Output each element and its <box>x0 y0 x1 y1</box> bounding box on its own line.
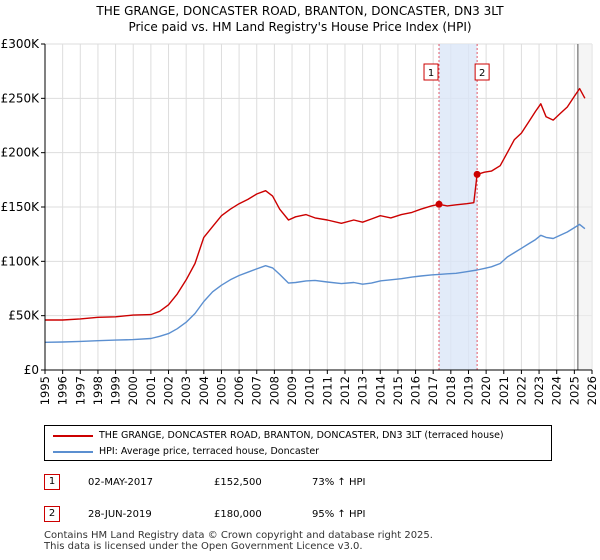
x-tick-label-1996: 1996 <box>56 376 70 405</box>
x-tick-label-2012: 2012 <box>338 376 352 405</box>
x-tick-label-2009: 2009 <box>285 376 299 405</box>
transaction-badge-2: 2 <box>44 506 60 522</box>
x-tick-label-1999: 1999 <box>109 376 123 405</box>
x-tick-label-2008: 2008 <box>267 376 281 405</box>
transaction-price-1: £152,500 <box>214 477 262 488</box>
x-tick-label-2013: 2013 <box>356 376 370 405</box>
x-tick-label-2010: 2010 <box>303 376 317 405</box>
x-tick-label-2003: 2003 <box>179 376 193 405</box>
x-tick-label-2022: 2022 <box>514 376 528 405</box>
legend-label-hpi: HPI: Average price, terraced house, Donc… <box>99 446 320 457</box>
y-tick-label-2: £100K <box>1 254 41 268</box>
x-tick-label-2015: 2015 <box>391 376 405 405</box>
footer-line-2: This data is licensed under the Open Gov… <box>44 541 363 552</box>
chart-badge-label-1: 1 <box>428 68 434 79</box>
transaction-marker-2 <box>473 170 481 178</box>
footer: Contains HM Land Registry data © Crown c… <box>44 530 433 552</box>
x-tick-label-1995: 1995 <box>38 376 52 405</box>
x-tick-label-2024: 2024 <box>550 376 564 405</box>
x-tick-label-2020: 2020 <box>479 376 493 405</box>
x-tick-label-2017: 2017 <box>426 376 440 405</box>
transaction-shade <box>439 44 478 370</box>
legend-label-property: THE GRANGE, DONCASTER ROAD, BRANTON, DON… <box>99 430 504 441</box>
x-tick-label-2016: 2016 <box>409 376 423 405</box>
transaction-marker-1 <box>435 200 443 208</box>
x-tick-label-2021: 2021 <box>497 376 511 405</box>
x-tick-label-2004: 2004 <box>197 376 211 405</box>
series-line-property <box>45 87 586 321</box>
x-tick-label-2007: 2007 <box>250 376 264 405</box>
x-tick-label-2026: 2026 <box>585 376 599 405</box>
legend-item-property: THE GRANGE, DONCASTER ROAD, BRANTON, DON… <box>53 429 504 443</box>
x-tick-label-2000: 2000 <box>126 376 140 405</box>
y-tick-label-1: £50K <box>8 309 40 323</box>
y-tick-label-5: £250K <box>1 91 41 105</box>
title-line-2: Price paid vs. HM Land Registry's House … <box>128 20 472 34</box>
transaction-date-1: 02-MAY-2017 <box>88 477 154 488</box>
legend-item-hpi: HPI: Average price, terraced house, Donc… <box>53 445 319 459</box>
x-tick-label-2025: 2025 <box>567 376 581 405</box>
transaction-row-1: 1 02-MAY-2017 £152,500 73% ↑ HPI <box>44 474 552 492</box>
x-tick-label-2023: 2023 <box>532 376 546 405</box>
transaction-price-2: £180,000 <box>214 509 262 520</box>
y-tick-label-6: £300K <box>1 37 41 51</box>
legend: THE GRANGE, DONCASTER ROAD, BRANTON, DON… <box>44 425 552 461</box>
title-line-1: THE GRANGE, DONCASTER ROAD, BRANTON, DON… <box>96 4 504 18</box>
forecast-area <box>577 44 592 370</box>
legend-line-hpi <box>53 450 93 453</box>
x-tick-label-1997: 1997 <box>73 376 87 405</box>
y-tick-label-3: £150K <box>1 200 41 214</box>
x-tick-label-2001: 2001 <box>144 376 158 405</box>
chart-badge-label-2: 2 <box>479 68 485 79</box>
chart-badge-box-1 <box>423 63 439 81</box>
chart-badge-box-2 <box>474 63 490 81</box>
x-tick-label-2018: 2018 <box>444 376 458 405</box>
x-tick-label-2005: 2005 <box>214 376 228 405</box>
transaction-hpi-1: 73% ↑ HPI <box>312 477 366 488</box>
chart-title: THE GRANGE, DONCASTER ROAD, BRANTON, DON… <box>0 3 600 35</box>
x-tick-label-2006: 2006 <box>232 376 246 405</box>
x-tick-label-2014: 2014 <box>373 376 387 405</box>
transaction-hpi-2: 95% ↑ HPI <box>312 509 366 520</box>
x-tick-label-2019: 2019 <box>461 376 475 405</box>
x-tick-label-2011: 2011 <box>320 376 334 405</box>
legend-line-property <box>53 434 93 437</box>
y-tick-label-0: £0 <box>24 363 39 377</box>
series-line-hpi <box>44 223 586 343</box>
transaction-date-2: 28-JUN-2019 <box>88 509 152 520</box>
transaction-row-2: 2 28-JUN-2019 £180,000 95% ↑ HPI <box>44 506 552 524</box>
x-tick-label-1998: 1998 <box>91 376 105 405</box>
footer-line-1: Contains HM Land Registry data © Crown c… <box>44 530 433 541</box>
x-tick-label-2002: 2002 <box>162 376 176 405</box>
transaction-badge-1: 1 <box>44 474 60 490</box>
y-tick-label-4: £200K <box>1 146 41 160</box>
